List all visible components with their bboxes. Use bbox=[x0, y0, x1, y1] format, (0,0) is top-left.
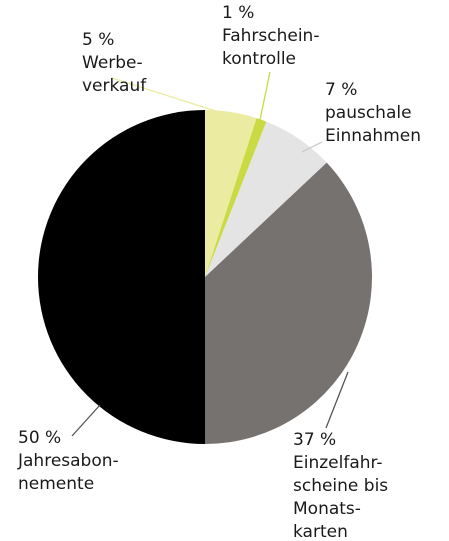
category-label: kontrolle bbox=[222, 49, 296, 69]
pie-slice bbox=[205, 121, 327, 277]
pie-slice bbox=[38, 110, 205, 444]
category-label: Jahresabon- bbox=[17, 451, 119, 471]
category-label: pauschale bbox=[325, 103, 412, 123]
value-label: 5 % bbox=[82, 30, 114, 50]
category-label: karten bbox=[293, 522, 348, 541]
category-label: scheine bis bbox=[293, 476, 388, 496]
pie-slice bbox=[205, 110, 257, 277]
leader-line bbox=[71, 404, 101, 437]
category-label: Werbe- bbox=[82, 53, 143, 73]
value-label: 1 % bbox=[222, 3, 254, 23]
value-label: 37 % bbox=[293, 430, 336, 450]
value-label: 50 % bbox=[18, 428, 61, 448]
category-label: verkauf bbox=[82, 76, 147, 96]
value-label: 7 % bbox=[325, 80, 357, 100]
pie-slice bbox=[205, 162, 373, 444]
category-label: Monats- bbox=[293, 499, 361, 519]
category-label: Einzelfahr- bbox=[293, 453, 383, 473]
category-label: Einnahmen bbox=[325, 126, 421, 146]
leader-line bbox=[259, 71, 271, 121]
leader-line bbox=[325, 371, 349, 429]
pie-slice bbox=[205, 118, 267, 278]
leader-line bbox=[111, 77, 223, 114]
leader-line bbox=[301, 141, 323, 153]
category-label: nemente bbox=[18, 474, 94, 494]
category-label: Fahrschein- bbox=[222, 26, 319, 46]
